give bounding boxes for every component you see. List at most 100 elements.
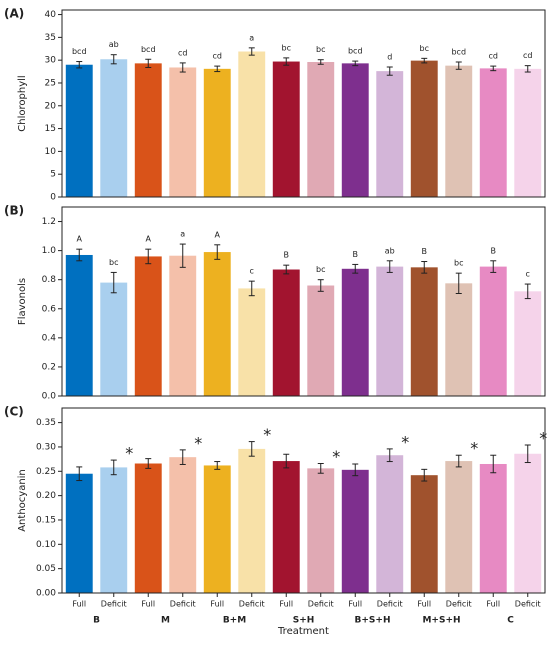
- y-tick-label: 0.8: [42, 275, 57, 285]
- bar: [514, 68, 542, 198]
- error-bar: [145, 248, 152, 265]
- plot-frame: [61, 407, 546, 594]
- bar: [100, 282, 128, 396]
- error-bar: [317, 59, 324, 65]
- error-bar: [524, 283, 531, 300]
- bar: [376, 71, 404, 197]
- significance-letter: bcd: [141, 45, 156, 54]
- bar: [65, 473, 93, 593]
- y-tick-label: 25: [45, 78, 56, 88]
- significance-star: *: [332, 447, 340, 466]
- significance-letter: bc: [109, 258, 118, 267]
- y-axis-label: Flavonols: [17, 278, 28, 325]
- x-tick-label: Full: [72, 600, 86, 609]
- significance-letter: d: [387, 53, 392, 62]
- significance-letter: cd: [523, 51, 532, 60]
- significance-letter: A: [215, 230, 221, 239]
- plot-frame: [61, 9, 546, 198]
- error-bar: [386, 66, 393, 76]
- significance-letter: c: [250, 267, 254, 276]
- bar: [376, 266, 404, 396]
- bar: [307, 61, 335, 198]
- bar: [410, 267, 438, 396]
- significance-letter: ab: [109, 40, 119, 49]
- significance-letter: bcd: [451, 47, 466, 56]
- error-bar: [455, 454, 462, 468]
- x-tick-label: Full: [210, 600, 224, 609]
- bar: [272, 269, 300, 396]
- y-tick-label: 40: [45, 10, 57, 20]
- y-axis-label: Anthocyanin: [17, 469, 28, 532]
- significance-letter: bc: [282, 43, 291, 52]
- error-bar: [283, 57, 290, 66]
- significance-star: *: [263, 425, 271, 444]
- x-tick-label: Full: [348, 600, 362, 609]
- y-axis-label: Chlorophyll: [17, 75, 28, 131]
- panel-label: (A): [4, 7, 24, 21]
- y-tick-label: 1.0: [42, 246, 57, 256]
- y-tick-label: 0.15: [36, 515, 56, 525]
- significance-star: *: [401, 432, 409, 451]
- error-bar: [421, 468, 428, 482]
- error-bar: [283, 453, 290, 469]
- y-tick-label: 35: [45, 33, 56, 43]
- group-label: B+S+H: [355, 616, 391, 626]
- y-tick-label: 15: [45, 124, 56, 134]
- error-bar: [214, 244, 221, 260]
- bar: [272, 61, 300, 197]
- x-axis-label: Treatment: [277, 626, 329, 637]
- significance-letter: cd: [178, 48, 187, 57]
- error-bar: [490, 454, 497, 474]
- error-bar: [76, 61, 83, 69]
- significance-letter: B: [284, 251, 290, 260]
- significance-letter: cd: [489, 52, 498, 61]
- significance-letter: A: [146, 235, 152, 244]
- group-label: C: [507, 616, 514, 626]
- bar: [65, 64, 93, 197]
- plot-frame: [61, 206, 546, 397]
- error-bar: [317, 279, 324, 292]
- bar: [514, 453, 542, 593]
- significance-letter: bc: [454, 259, 463, 268]
- bar: [341, 268, 369, 396]
- error-bar: [76, 248, 83, 262]
- bar: [238, 288, 266, 396]
- bar: [238, 448, 266, 593]
- significance-letter: a: [249, 33, 254, 42]
- bar: [445, 283, 473, 396]
- error-bar: [421, 57, 428, 64]
- error-bar: [455, 61, 462, 70]
- bar: [272, 461, 300, 593]
- y-tick-label: 0.20: [36, 491, 56, 501]
- y-tick-label: 1.2: [42, 217, 56, 227]
- bar: [134, 256, 162, 396]
- bar: [203, 465, 231, 593]
- panel-label: (C): [4, 405, 24, 419]
- y-tick-label: 0.05: [36, 564, 56, 574]
- y-tick-label: 0.30: [36, 442, 56, 452]
- significance-star: *: [125, 444, 133, 463]
- y-tick-label: 0.00: [36, 589, 56, 599]
- error-bar: [179, 243, 186, 268]
- error-bar: [490, 65, 497, 72]
- significance-letter: B: [491, 246, 497, 255]
- error-bar: [524, 444, 531, 464]
- bar: [134, 463, 162, 593]
- error-bar: [524, 65, 531, 73]
- bar: [134, 63, 162, 197]
- bar: [341, 469, 369, 593]
- error-bar: [248, 47, 255, 56]
- x-tick-label: Deficit: [446, 600, 472, 609]
- bar: [100, 59, 128, 197]
- bar: [238, 51, 266, 197]
- y-tick-label: 0.6: [42, 304, 57, 314]
- error-bar: [386, 448, 393, 463]
- error-bar: [214, 461, 221, 470]
- error-bar: [145, 58, 152, 68]
- significance-letter: bcd: [348, 47, 363, 56]
- bar: [445, 461, 473, 593]
- x-tick-label: Full: [417, 600, 431, 609]
- error-bar: [352, 60, 359, 67]
- error-bar: [352, 463, 359, 477]
